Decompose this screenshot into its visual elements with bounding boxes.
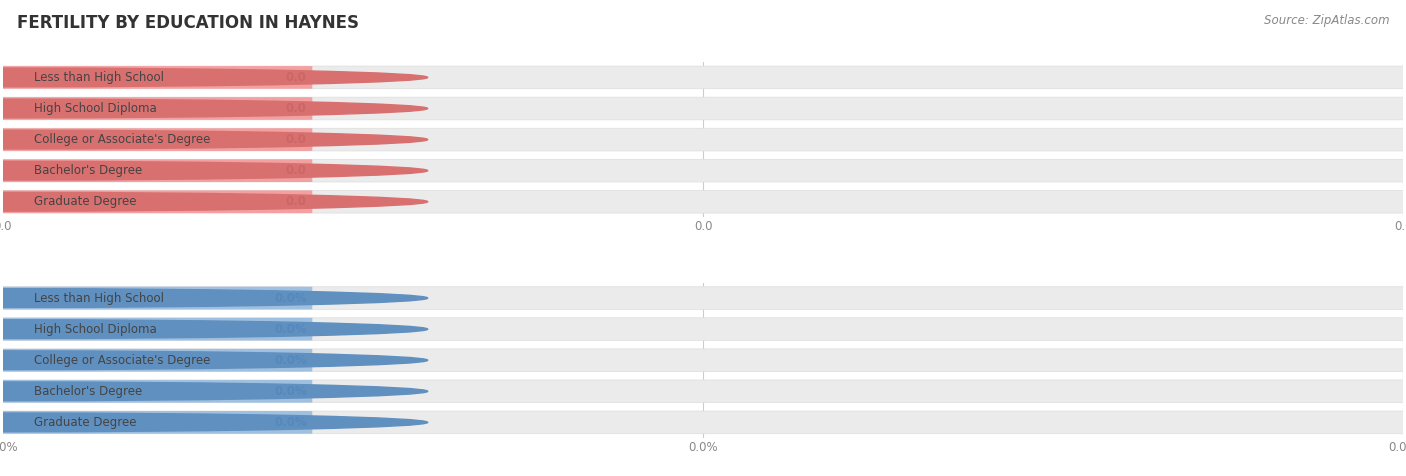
Circle shape (0, 130, 427, 149)
Text: Less than High School: Less than High School (34, 292, 163, 305)
FancyBboxPatch shape (0, 159, 312, 182)
FancyBboxPatch shape (0, 66, 1406, 89)
Text: High School Diploma: High School Diploma (34, 323, 156, 336)
FancyBboxPatch shape (0, 318, 312, 340)
Text: 0.0%: 0.0% (274, 416, 307, 429)
FancyBboxPatch shape (0, 349, 1406, 372)
Circle shape (0, 68, 427, 87)
Circle shape (0, 192, 427, 211)
Text: 0.0: 0.0 (285, 133, 307, 146)
FancyBboxPatch shape (0, 349, 312, 372)
Text: Graduate Degree: Graduate Degree (34, 195, 136, 208)
Text: 0.0%: 0.0% (274, 354, 307, 367)
FancyBboxPatch shape (0, 97, 1406, 120)
Circle shape (0, 99, 427, 118)
Circle shape (0, 161, 427, 180)
Circle shape (0, 351, 427, 370)
FancyBboxPatch shape (0, 380, 312, 403)
Text: Graduate Degree: Graduate Degree (34, 416, 136, 429)
Text: College or Associate's Degree: College or Associate's Degree (34, 133, 209, 146)
Text: 0.0: 0.0 (285, 164, 307, 177)
Text: Source: ZipAtlas.com: Source: ZipAtlas.com (1264, 14, 1389, 27)
Text: 0.0: 0.0 (285, 71, 307, 84)
FancyBboxPatch shape (0, 159, 1406, 182)
Text: Bachelor's Degree: Bachelor's Degree (34, 385, 142, 398)
FancyBboxPatch shape (0, 66, 312, 89)
Text: FERTILITY BY EDUCATION IN HAYNES: FERTILITY BY EDUCATION IN HAYNES (17, 14, 359, 32)
Circle shape (0, 413, 427, 432)
FancyBboxPatch shape (0, 190, 312, 213)
Circle shape (0, 320, 427, 338)
Text: 0.0%: 0.0% (274, 385, 307, 398)
Text: Less than High School: Less than High School (34, 71, 163, 84)
Text: 0.0: 0.0 (285, 195, 307, 208)
Text: High School Diploma: High School Diploma (34, 102, 156, 115)
FancyBboxPatch shape (0, 128, 312, 151)
Text: 0.0%: 0.0% (274, 323, 307, 336)
Circle shape (0, 288, 427, 307)
Text: 0.0%: 0.0% (274, 292, 307, 305)
FancyBboxPatch shape (0, 318, 1406, 340)
FancyBboxPatch shape (0, 380, 1406, 403)
Text: College or Associate's Degree: College or Associate's Degree (34, 354, 209, 367)
FancyBboxPatch shape (0, 287, 312, 309)
FancyBboxPatch shape (0, 411, 1406, 434)
Text: Bachelor's Degree: Bachelor's Degree (34, 164, 142, 177)
FancyBboxPatch shape (0, 411, 312, 434)
Circle shape (0, 382, 427, 401)
FancyBboxPatch shape (0, 287, 1406, 309)
FancyBboxPatch shape (0, 128, 1406, 151)
FancyBboxPatch shape (0, 97, 312, 120)
Text: 0.0: 0.0 (285, 102, 307, 115)
FancyBboxPatch shape (0, 190, 1406, 213)
